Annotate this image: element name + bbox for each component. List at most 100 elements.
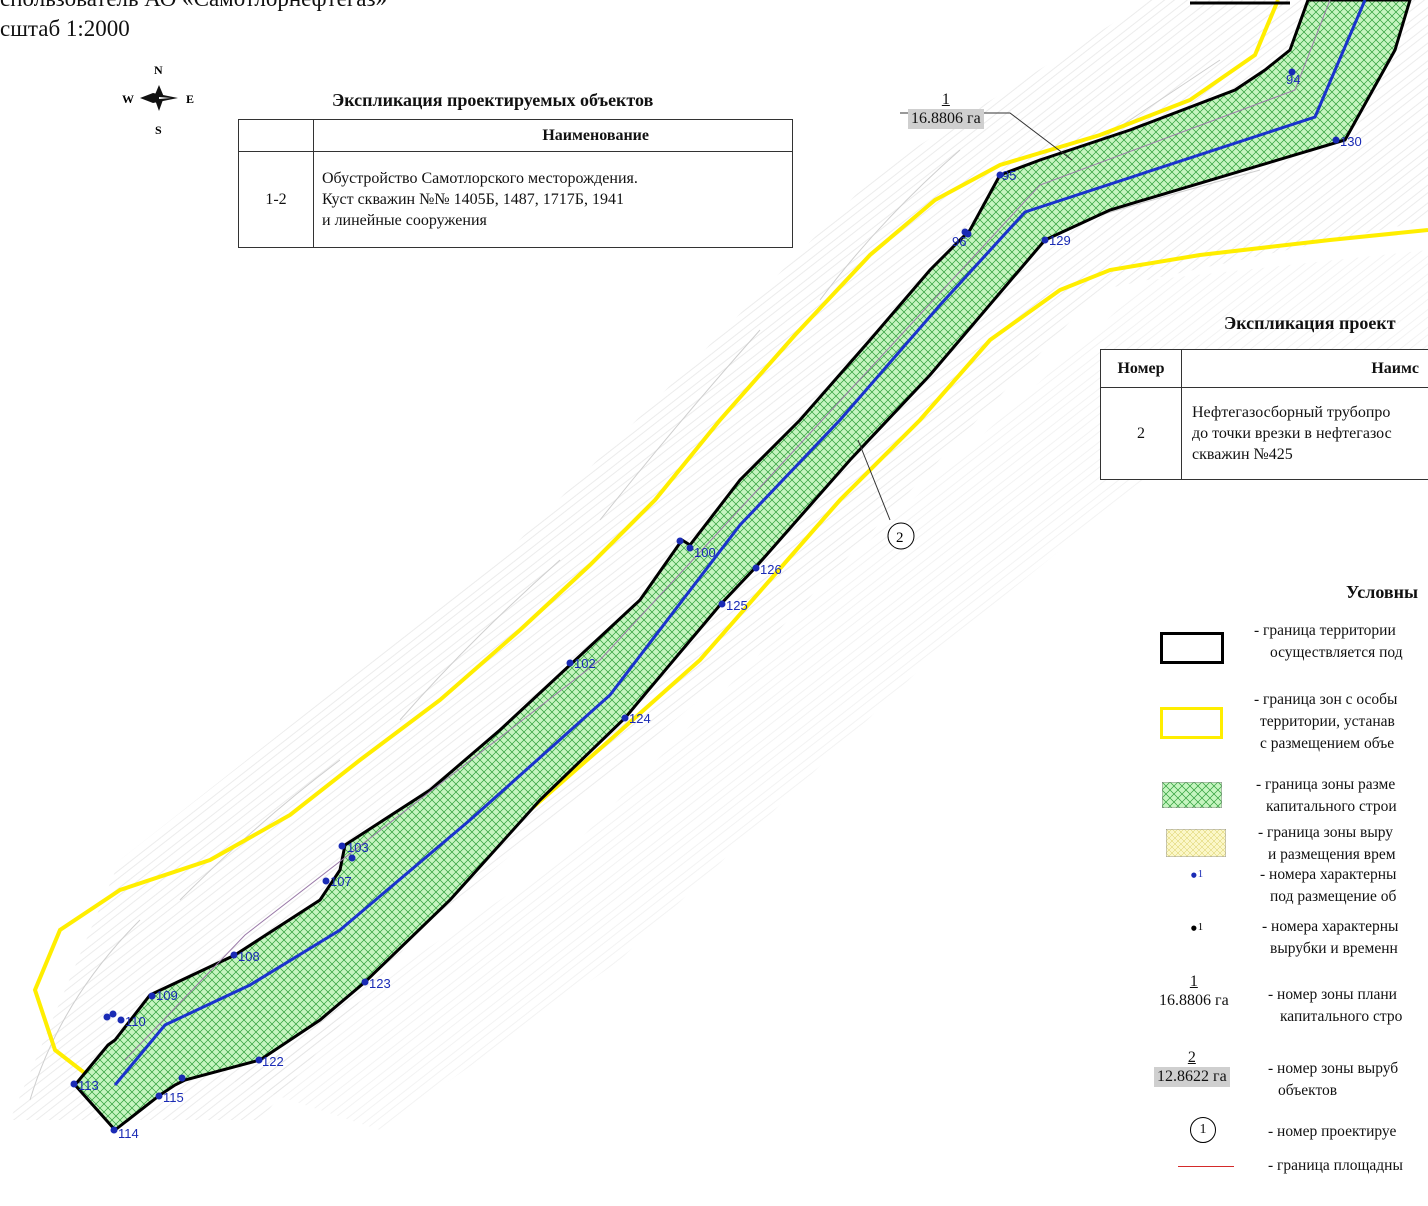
point-label: 115 [163, 1090, 184, 1105]
compass-w-label: W [122, 92, 134, 106]
table2-row-num: 2 [1100, 387, 1182, 480]
point-marker [230, 951, 238, 959]
legend-line: объектов [1278, 1082, 1338, 1099]
legend-red-line-symbol [1178, 1166, 1234, 1167]
compass-n-label: N [154, 63, 163, 77]
point-marker [322, 877, 330, 885]
point-marker [109, 1010, 117, 1018]
point-marker [686, 544, 694, 552]
point-marker [117, 1016, 125, 1024]
table1-row-num: 1-2 [238, 151, 314, 248]
legend-zone-num-2: 2 12.8622 га [1154, 1049, 1230, 1087]
legend-item-text: - граница площадны [1268, 1155, 1403, 1177]
point-marker [361, 978, 369, 986]
point-label: 130 [1340, 134, 1362, 149]
point-marker [566, 659, 574, 667]
legend-zone-area: 16.8806 га [1156, 991, 1232, 1011]
legend-line: и размещения врем [1268, 846, 1396, 863]
point-label: 124 [629, 711, 651, 726]
legend-item-text: - граница зоны выру и размещения врем [1258, 822, 1396, 866]
legend-line: с размещением объе [1260, 735, 1395, 752]
pipeline-line [113, 0, 1367, 1086]
legend-line: - номер зоны выруб [1268, 1060, 1399, 1077]
point-label: 129 [1049, 233, 1071, 248]
point-marker [155, 1092, 163, 1100]
legend-zone-num: 2 [1187, 1049, 1196, 1066]
legend-item-text: - номера характерны вырубки и временн [1262, 916, 1398, 960]
point-marker [718, 600, 726, 608]
point-label: 123 [369, 976, 391, 991]
table1: Наименование 1-2 Обустройство Самотлорск… [238, 119, 793, 248]
legend-title: Условны [1346, 582, 1419, 602]
legend-line: капитального стро [1280, 1008, 1403, 1025]
placement-zone-corridor[interactable] [73, 0, 1412, 1133]
legend-green-zone-swatch [1162, 782, 1222, 808]
legend-item-text: - граница зоны разме капитального строи [1256, 774, 1397, 818]
legend-yellow-boundary-swatch [1160, 707, 1223, 739]
point-marker [621, 714, 629, 722]
point-marker [178, 1074, 186, 1082]
table1-empty-header [238, 119, 314, 152]
point-label: 96 [952, 234, 966, 249]
compass-s-label: S [155, 123, 162, 137]
legend-zone-num-1: 1 16.8806 га [1156, 973, 1232, 1011]
compass-e-label: E [186, 92, 194, 106]
legend-black-boundary-swatch [1160, 632, 1224, 664]
legend-black-point-symbol: •1 [1190, 915, 1204, 941]
table2: Номер Наимс 2 Нефтегазосборный трубопро … [1100, 349, 1428, 480]
legend-object-num-symbol: 1 [1190, 1117, 1216, 1143]
point-marker [255, 1056, 263, 1064]
legend-sym-num: 1 [1197, 868, 1204, 880]
table2-col-num: Номер [1100, 349, 1182, 388]
legend-line: под размещение об [1270, 888, 1397, 905]
point-label: 103 [347, 840, 369, 855]
table2-row-line: Нефтегазосборный трубопро [1192, 404, 1391, 421]
table1-title: Экспликация проектируемых объектов [332, 90, 654, 110]
legend-yellow-zone-swatch [1166, 829, 1226, 857]
point-label: 114 [118, 1126, 139, 1141]
legend-item-text: - номер зоны выруб объектов [1268, 1058, 1398, 1102]
legend-line: - граница зоны разме [1256, 776, 1396, 793]
header-scale: сштаб 1:2000 [0, 16, 130, 41]
point-label: 122 [262, 1054, 284, 1069]
table2-row-line: до точки врезки в нефтегазос [1192, 425, 1392, 442]
table1-row-line: Куст скважин №№ 1405Б, 1487, 1717Б, 1941 [322, 191, 624, 208]
legend-item-text: - номер проектируе [1268, 1121, 1396, 1143]
legend-line: - граница зоны выру [1258, 824, 1394, 841]
object-marker-circle[interactable] [887, 522, 915, 550]
point-label: 109 [156, 988, 178, 1003]
table1-row-line: Обустройство Самотлорского месторождения… [322, 170, 638, 187]
table1-row-line: и линейные сооружения [322, 212, 487, 229]
zone-label[interactable]: 1 16.8806 га [908, 91, 984, 129]
compass-rose-icon: N S W E [122, 63, 194, 137]
legend-line: осуществляется под [1270, 644, 1403, 661]
legend-line: вырубки и временн [1270, 940, 1398, 957]
zone-label-number: 1 [941, 91, 950, 108]
legend-line: - номера характерны [1262, 918, 1399, 935]
point-marker [110, 1126, 118, 1134]
header-title: спользователь АО «Самотлорнефтегаз» [0, 0, 387, 12]
point-label: 126 [760, 562, 782, 577]
point-marker [676, 537, 684, 545]
point-label: 107 [330, 874, 352, 889]
legend-line: - граница зон с особы [1254, 691, 1398, 708]
legend-line: - граница площадны [1268, 1157, 1403, 1174]
legend-sym-num: 1 [1197, 921, 1204, 933]
point-label: 95 [1002, 168, 1016, 183]
boundary-points[interactable] [70, 68, 1340, 1134]
point-label: 102 [574, 656, 596, 671]
legend-line: - граница территории [1254, 622, 1396, 639]
legend-zone-area: 12.8622 га [1154, 1067, 1230, 1087]
point-label: 108 [238, 949, 260, 964]
point-label: 100 [694, 545, 716, 560]
point-labels: 94 95 96 100 102 103 107 108 109 110 113… [78, 72, 1362, 1141]
table2-col-name: Наимс [1181, 349, 1428, 388]
legend-blue-point-symbol: •1 [1190, 862, 1204, 888]
legend-zone-num: 1 [1189, 973, 1198, 990]
point-marker [964, 230, 972, 238]
point-label: 110 [125, 1014, 146, 1029]
point-marker [1288, 68, 1296, 76]
legend-line: - номера характерны [1260, 866, 1397, 883]
table2-row-text: Нефтегазосборный трубопро до точки врезк… [1181, 387, 1428, 480]
